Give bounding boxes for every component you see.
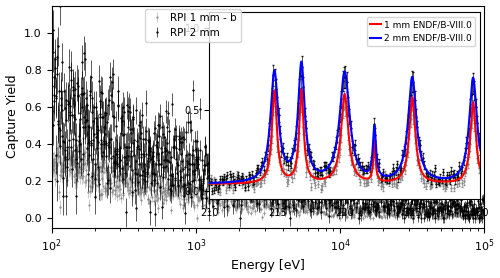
X-axis label: Energy [eV]: Energy [eV] (231, 259, 305, 272)
Legend: RPI 1 mm - b, RPI 2 mm: RPI 1 mm - b, RPI 2 mm (146, 9, 241, 42)
Y-axis label: Capture Yield: Capture Yield (6, 75, 18, 158)
